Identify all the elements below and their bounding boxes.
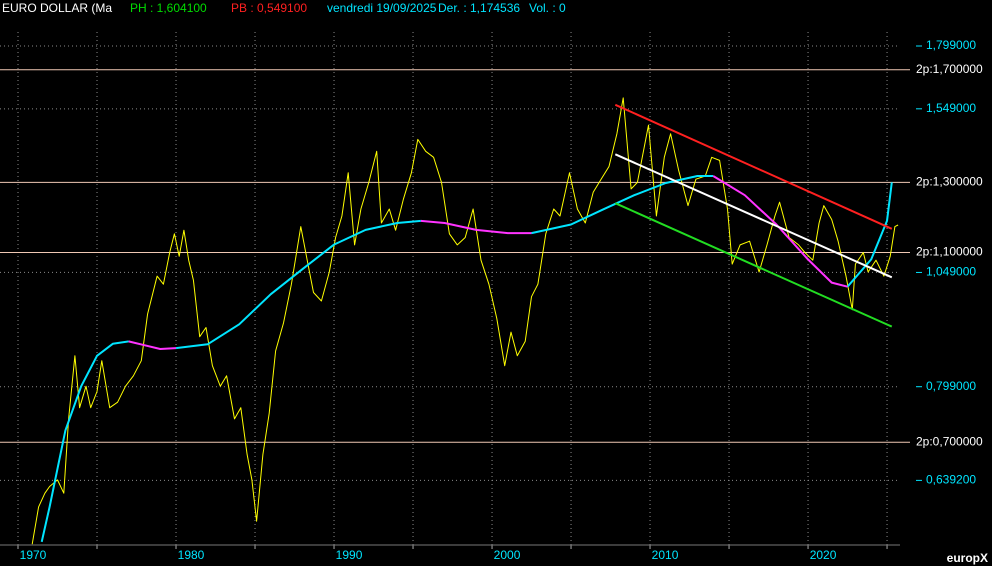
chart-title: EURO DOLLAR (Ma: [2, 1, 112, 15]
watermark: europX: [947, 551, 988, 565]
data-line: [40, 175, 893, 543]
reference-label: 2p:1,700000: [916, 62, 983, 76]
x-tick-label: 1970: [20, 548, 47, 562]
y-tick-label: 1,549000: [926, 101, 976, 115]
data-line: [614, 202, 893, 328]
reference-label: 2p:1,300000: [916, 175, 983, 189]
x-tick-label: 2010: [652, 548, 679, 562]
x-tick-label: 2000: [494, 548, 521, 562]
header-item: PB : 0,549100: [231, 1, 307, 15]
data-line: [614, 153, 893, 279]
header-item: PH : 1,604100: [130, 1, 207, 15]
x-tick-label: 2020: [810, 548, 837, 562]
reference-label: 2p:0,700000: [916, 434, 983, 448]
x-tick-label: 1980: [178, 548, 205, 562]
y-tick-label: 1,049000: [926, 265, 976, 279]
data-line: [128, 175, 848, 350]
y-tick-label: 1,799000: [926, 38, 976, 52]
x-tick-label: 1990: [336, 548, 363, 562]
header-item: Der. : 1,174536: [438, 1, 520, 15]
reference-label: 2p:1,100000: [916, 245, 983, 259]
header-item: Vol. : 0: [529, 1, 566, 15]
y-tick-label: 0,639200: [926, 473, 976, 487]
data-line: [614, 103, 893, 230]
data-line: [31, 97, 899, 545]
y-tick-label: 0,799000: [926, 379, 976, 393]
header-item: vendredi 19/09/2025: [327, 1, 437, 15]
